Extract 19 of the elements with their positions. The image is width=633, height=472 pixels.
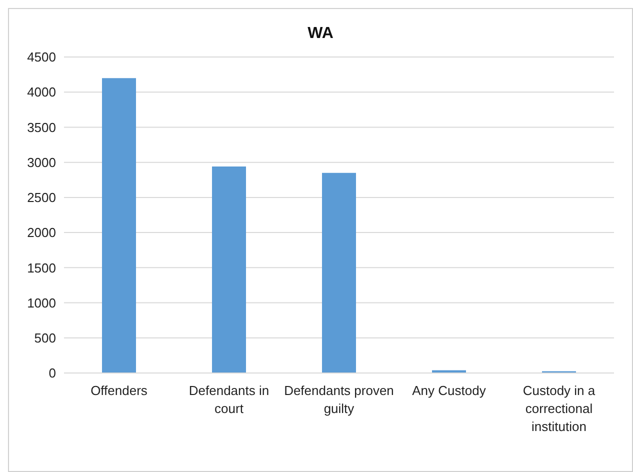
- y-tick-label: 1500: [27, 260, 56, 276]
- x-tick-label: Defendants in court: [188, 383, 270, 416]
- y-tick-label: 3500: [27, 120, 56, 135]
- bar: [212, 166, 246, 373]
- y-tick-label: 2500: [27, 190, 56, 206]
- y-tick-label: 500: [34, 330, 56, 346]
- bar: [322, 172, 356, 373]
- x-tick-label: Custody in a correctional institution: [522, 383, 596, 434]
- bar: [102, 78, 136, 373]
- y-tick-label: 4000: [27, 84, 56, 100]
- y-tick-label: 0: [48, 366, 56, 381]
- x-tick-label: Offenders: [90, 383, 148, 398]
- y-tick-label: 1000: [27, 295, 56, 310]
- chart-title: WA: [306, 25, 334, 43]
- y-tick-label: 2000: [27, 225, 56, 240]
- x-tick-label: Defendants proven guilty: [284, 383, 394, 416]
- x-tick-label: Any Custody: [412, 383, 486, 398]
- y-tick-label: 3000: [27, 154, 56, 170]
- y-tick-label: 4500: [27, 50, 56, 65]
